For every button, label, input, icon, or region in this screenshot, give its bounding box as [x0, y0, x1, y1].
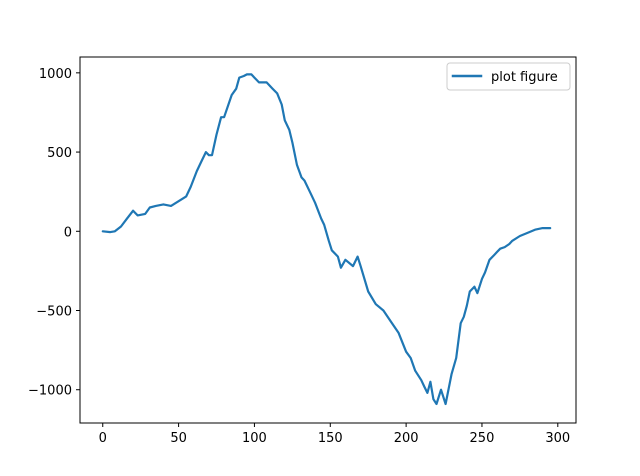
x-tick-label: 100	[242, 431, 267, 446]
x-tick-label: 50	[170, 431, 187, 446]
legend-label: plot figure	[491, 70, 558, 85]
series-line-0	[101, 73, 552, 406]
y-tick-label: 1000	[39, 67, 72, 82]
x-tick-label: 300	[545, 431, 570, 446]
y-tick-label: 500	[47, 146, 72, 161]
x-tick-label: 150	[318, 431, 343, 446]
x-tick-label: 250	[470, 431, 495, 446]
x-tick-label: 200	[394, 431, 419, 446]
y-tick-label: −1000	[28, 384, 72, 399]
y-tick-label: 0	[64, 225, 72, 240]
x-tick-label: 0	[99, 431, 107, 446]
y-axis: −1000 −500 0 500 1000	[28, 67, 80, 399]
x-axis: 0 50 100 150 200 250 300	[99, 423, 570, 446]
legend: plot figure	[446, 62, 571, 91]
plot-frame	[79, 56, 577, 424]
legend-box	[446, 62, 571, 91]
y-tick-label: −500	[36, 305, 72, 320]
series-layer	[101, 73, 552, 406]
